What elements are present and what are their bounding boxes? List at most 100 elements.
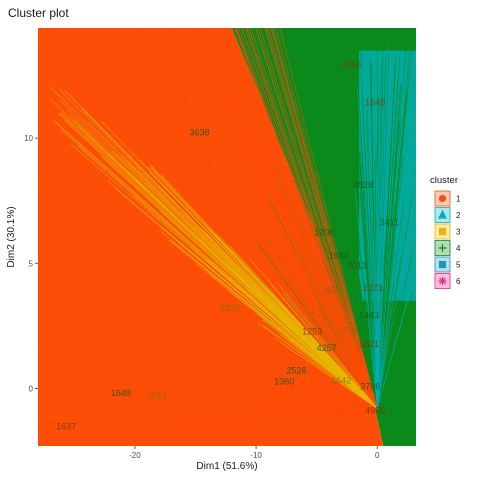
cluster-1-spoke xyxy=(119,27,378,409)
cluster-1-spoke xyxy=(37,215,378,409)
cluster-1-spoke xyxy=(153,27,378,409)
point-label: 1253 xyxy=(302,327,322,337)
point-label: 1443 xyxy=(359,310,379,320)
cluster-1-spoke xyxy=(37,408,378,437)
cluster-1-spoke xyxy=(37,301,378,409)
point-label: 3828 xyxy=(353,180,373,190)
point-label: 1645 xyxy=(365,98,385,108)
legend-marker-2 xyxy=(438,209,447,219)
cluster-1-spoke xyxy=(205,27,378,409)
cluster-1-spoke xyxy=(37,357,378,409)
data-marks xyxy=(37,27,416,446)
cluster-3-spoke xyxy=(148,165,378,409)
cluster-4-spoke xyxy=(376,236,394,409)
cluster-1-spoke xyxy=(236,27,378,409)
cluster-1-spoke xyxy=(207,27,378,409)
cluster-1-spoke xyxy=(38,408,378,424)
cluster-1-spoke xyxy=(223,27,378,409)
cluster-1-spoke xyxy=(37,291,378,409)
cluster-2-spoke xyxy=(372,211,378,409)
plot-panel: 1637 1182 1208 4257 3621 1642 2528 1360 1253 3724… xyxy=(37,27,416,446)
cluster-1-spoke xyxy=(260,27,378,409)
cluster-1-spoke xyxy=(37,386,378,409)
cluster-1-spoke xyxy=(37,194,378,409)
cluster-4-spoke xyxy=(348,247,378,409)
point-labels: 1637 1182 1208 4257 3621 1642 2528 1360 1253 3724… xyxy=(56,60,399,432)
cluster-3-spoke xyxy=(63,119,378,409)
cluster-3-spoke xyxy=(253,286,378,409)
cluster-1-spoke xyxy=(37,276,378,409)
cluster-3-spoke xyxy=(61,112,378,409)
cluster-3-spoke xyxy=(286,325,378,409)
point-label: 3621 xyxy=(359,339,379,349)
cluster-1-spoke xyxy=(255,402,378,409)
cluster-1-spoke xyxy=(37,396,378,409)
cluster-1-spoke xyxy=(257,27,378,409)
cluster-1-spoke xyxy=(159,27,378,409)
cluster-4-spoke xyxy=(355,112,378,409)
point-label: 1637 xyxy=(56,422,76,432)
cluster-1-spoke xyxy=(37,348,378,409)
cluster-2-spoke xyxy=(376,145,400,409)
point-label: 3706 xyxy=(360,382,380,392)
cluster-1-spoke xyxy=(37,329,378,409)
point-label: 1683 xyxy=(329,250,349,260)
legend-label-5: 5 xyxy=(456,261,461,270)
cluster-1-spoke xyxy=(55,27,378,409)
cluster-1-spoke xyxy=(37,336,378,409)
cluster-1-spoke xyxy=(250,27,378,409)
cluster-1-spoke xyxy=(37,269,378,409)
cluster-1-spoke xyxy=(37,310,378,409)
legend-marker-6 xyxy=(438,277,447,285)
cluster-1-spoke xyxy=(116,27,378,409)
cluster-1-spoke xyxy=(37,230,378,409)
cluster-1-spoke xyxy=(168,27,378,409)
cluster-1-spoke xyxy=(59,408,378,431)
chart-title: Cluster plot xyxy=(8,6,69,20)
cluster-1-spoke xyxy=(37,339,378,409)
cluster-1-spoke xyxy=(317,408,378,410)
cluster-2-spoke xyxy=(376,44,389,409)
point-label: 3724 xyxy=(338,325,358,335)
point-label: 1208 xyxy=(314,228,334,238)
cluster-2-spoke xyxy=(356,85,378,409)
cluster-1-spoke xyxy=(37,168,378,409)
cluster-1-spoke xyxy=(210,27,378,409)
x-axis-title: Dim1 (51.6%) xyxy=(196,461,257,472)
legend-marker-5 xyxy=(438,260,447,269)
point-label: 2825 xyxy=(220,303,240,313)
cluster-1-spoke xyxy=(275,27,378,409)
point-label: 1182 xyxy=(302,173,321,183)
cluster-1-spoke xyxy=(280,408,378,421)
cluster-1-spoke xyxy=(139,27,378,409)
cluster-1-spoke xyxy=(37,284,378,409)
legend-marker-1 xyxy=(438,194,447,203)
cluster-1-spoke xyxy=(216,27,378,409)
cluster-1-spoke xyxy=(37,183,378,409)
cluster-1-spoke xyxy=(37,288,378,409)
cluster-1-spoke xyxy=(272,27,378,409)
legend-label-1: 1 xyxy=(456,195,461,204)
cluster-1-spoke xyxy=(241,27,378,409)
cluster-3-spoke xyxy=(60,129,378,409)
cluster-1-spoke xyxy=(37,325,378,409)
cluster-3-spoke xyxy=(270,284,378,409)
cluster-1-spoke xyxy=(199,27,378,409)
legend-label-2: 2 xyxy=(456,211,461,220)
y-tick-label: 0 xyxy=(29,384,34,393)
cluster-1-spoke xyxy=(343,408,378,440)
cluster-1-spoke xyxy=(47,408,378,421)
cluster-3-spoke xyxy=(88,121,378,409)
cluster-3-spoke xyxy=(257,313,378,409)
cluster-1-spoke xyxy=(37,345,378,409)
point-label: 1371 xyxy=(363,283,383,293)
legend-title: cluster xyxy=(430,175,458,186)
cluster-1-spoke xyxy=(292,407,378,409)
cluster-1-spoke xyxy=(37,368,378,409)
cluster-1-spoke xyxy=(42,27,378,409)
cluster-1-spoke xyxy=(96,408,378,423)
cluster-4-spoke xyxy=(376,86,401,409)
cluster-2-spokes xyxy=(354,44,414,409)
cluster-1-spoke xyxy=(37,316,378,409)
cluster-1-spoke xyxy=(37,363,378,409)
